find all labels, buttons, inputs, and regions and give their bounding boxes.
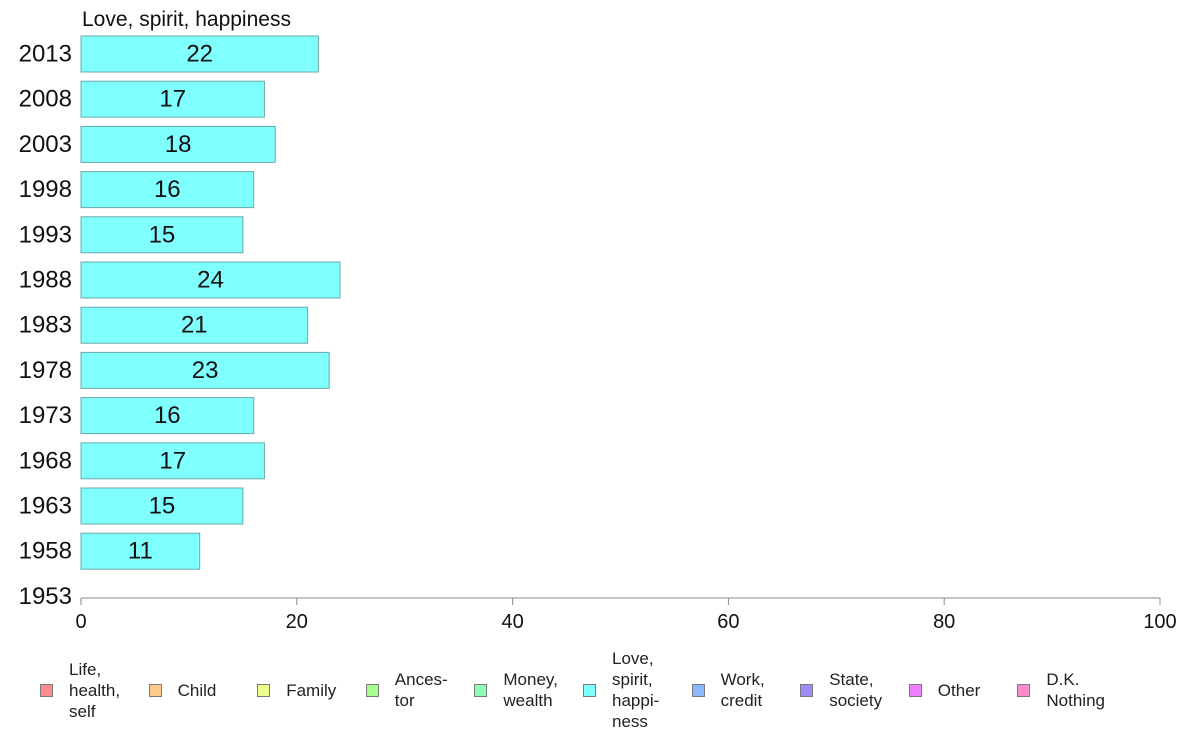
y-tick-label: 1963	[19, 493, 72, 520]
legend-label: Work, credit	[720, 670, 765, 710]
bar	[80, 487, 244, 525]
legend-swatch	[908, 683, 922, 697]
legend-label: Money, wealth	[503, 670, 558, 710]
legend-item: Money, wealth	[474, 644, 558, 736]
legend-item: State, society	[800, 644, 882, 736]
legend-item: Other	[908, 644, 981, 736]
legend-item: Child	[148, 644, 217, 736]
y-tick-label: 1983	[19, 312, 72, 339]
y-tick-label: 1953	[19, 583, 72, 610]
bar-value-label: 21	[181, 312, 208, 339]
legend-item: Life, health, self	[40, 644, 120, 736]
legend-swatch	[365, 683, 379, 697]
bar	[80, 442, 265, 480]
x-tick-label: 40	[501, 611, 523, 633]
y-tick-label: 1978	[19, 357, 72, 384]
y-tick-label: 1993	[19, 221, 72, 248]
x-tick-label: 100	[1143, 611, 1176, 633]
legend-label: Ances- tor	[394, 670, 448, 710]
legend-label: D.K. Nothing	[1046, 670, 1105, 710]
bar	[80, 532, 201, 570]
legend-item: Ances- tor	[365, 644, 448, 736]
legend-swatch	[691, 683, 705, 697]
legend-item: Family	[257, 644, 336, 736]
legend-label: Other	[937, 680, 981, 700]
legend-item: Love, spirit, happi- ness	[583, 644, 659, 736]
y-tick-label: 2003	[19, 131, 72, 158]
legend-label: State, society	[829, 670, 883, 710]
bar	[80, 397, 255, 435]
legend: Life, health, self Child Family Ances- tor M…	[0, 644, 1188, 736]
chart-title: Love, spirit, happiness	[82, 8, 291, 31]
bar	[80, 216, 244, 254]
legend-swatch	[40, 683, 53, 697]
bar	[80, 80, 265, 118]
y-tick-label: 2013	[19, 41, 72, 68]
bar-value-label: 23	[192, 357, 219, 384]
bar-value-label: 15	[149, 221, 176, 248]
legend-swatch	[1017, 683, 1031, 697]
x-axis: 0 20 40 60 80 100	[75, 597, 1177, 633]
bar-value-label: 11	[128, 538, 153, 565]
y-tick-label: 1988	[19, 267, 72, 294]
bar	[80, 171, 255, 209]
bar	[80, 306, 309, 344]
y-tick-label: 2008	[19, 86, 72, 113]
bar-value-label: 18	[165, 131, 192, 158]
x-tick-label: 20	[286, 611, 308, 633]
bar-value-label: 16	[154, 176, 181, 203]
legend-label: Family	[286, 680, 337, 700]
bar-value-label: 15	[149, 493, 176, 520]
legend-swatch	[583, 683, 596, 697]
x-tick-label: 60	[717, 611, 739, 633]
legend-swatch	[257, 683, 271, 697]
bar-chart: Love, spirit, happiness 2217181615242123…	[19, 8, 1177, 633]
x-tick-label: 80	[933, 611, 955, 633]
bar	[80, 125, 276, 163]
bar-value-label: 22	[186, 41, 213, 68]
y-tick-label: 1968	[19, 447, 72, 474]
bar-value-label: 24	[197, 267, 224, 294]
legend-swatch	[148, 683, 162, 697]
legend-item: Work, credit	[691, 644, 765, 736]
bar-value-label: 17	[159, 447, 186, 474]
legend-label: Life, health, self	[69, 659, 121, 721]
bar-value-label: 16	[154, 402, 181, 429]
legend-swatch	[800, 683, 814, 697]
bar	[80, 35, 319, 73]
y-tick-label: 1958	[19, 538, 72, 565]
bar-value-label: 17	[159, 86, 186, 113]
y-tick-label: 1973	[19, 402, 72, 429]
y-tick-label: 1998	[19, 176, 72, 203]
bar	[80, 351, 330, 389]
legend-label: Child	[177, 680, 217, 700]
y-axis-labels: 2013 2008 2003 1998 1993 1988 1983 1978 1973 1968…	[19, 41, 72, 610]
legend-label: Love, spirit, happi- ness	[612, 649, 660, 731]
legend-swatch	[474, 683, 488, 697]
bar	[80, 261, 341, 299]
legend-item: D.K. Nothing	[1017, 644, 1105, 736]
x-tick-label: 0	[75, 611, 86, 633]
